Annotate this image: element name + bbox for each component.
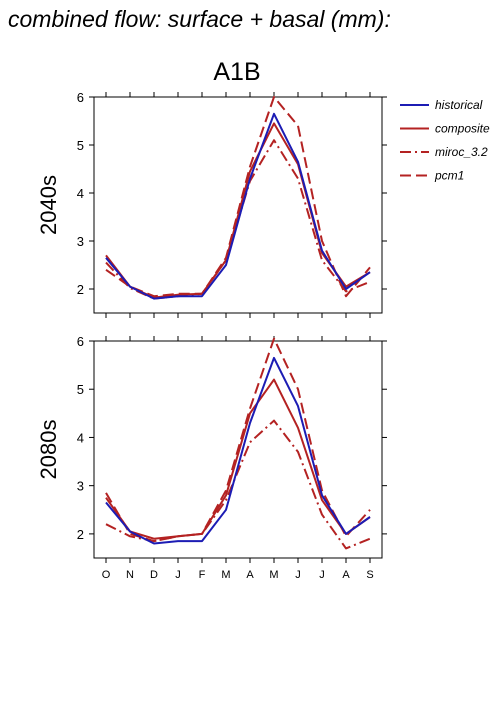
series-line-pcm1 [105, 96, 371, 298]
series-line-composite [105, 378, 371, 540]
panel-label: 2040s [36, 175, 61, 235]
legend-entry-label: composite [435, 122, 490, 136]
panel-2040s: 2 3 4 5 6 2040s [36, 90, 387, 318]
series-line-miroc-3-2 [105, 419, 371, 550]
x-tick-label: N [126, 569, 134, 581]
legend-entry-label: miroc_3.2 [435, 145, 488, 159]
y-tick-label: 6 [77, 334, 84, 349]
y-tick-label: 2 [77, 282, 84, 297]
y-tick-label: 3 [77, 479, 84, 494]
panel-2080s: 2 3 4 5 6 O N D J F M A M J J A S 2080s [36, 334, 387, 581]
y-tick-label: 6 [77, 90, 84, 105]
y-tick-label: 5 [77, 138, 84, 153]
legend-entry-label: pcm1 [434, 169, 464, 183]
y-tick-label: 3 [77, 234, 84, 249]
legend: historical composite miroc_3.2 pcm1 [400, 98, 490, 183]
plot-frame [93, 340, 383, 559]
x-tick-label: D [150, 569, 158, 581]
legend-entry-label: historical [435, 98, 483, 112]
series-line-historical [105, 112, 371, 300]
scenario-label: A1B [213, 58, 260, 86]
y-tick-label: 2 [77, 527, 84, 542]
x-tick-label: F [199, 569, 206, 581]
x-tick-label: J [319, 569, 325, 581]
x-tick-label: M [269, 569, 278, 581]
chart-panels: 2 3 4 5 6 2040s 2 3 4 5 6 O N D J F M A M J J A S 2080s [36, 90, 387, 581]
plot-frame [93, 96, 383, 314]
x-tick-label: M [221, 569, 230, 581]
figure-title: combined flow: surface + basal (mm): [8, 6, 391, 32]
series-line-pcm1 [105, 337, 371, 543]
y-tick-label: 4 [77, 430, 84, 445]
y-tick-label: 4 [77, 186, 84, 201]
x-tick-label: J [295, 569, 301, 581]
x-tick-label: O [102, 569, 111, 581]
panel-label: 2080s [36, 420, 61, 480]
series-line-historical [105, 356, 371, 545]
x-tick-label: J [175, 569, 181, 581]
x-tick-label: S [366, 569, 373, 581]
x-tick-label: A [246, 569, 254, 581]
y-tick-label: 5 [77, 382, 84, 397]
x-tick-label: A [342, 569, 350, 581]
